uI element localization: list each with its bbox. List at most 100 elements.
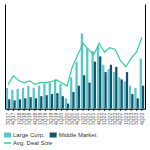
legend-label: Middle Market (59, 132, 97, 138)
legend-item: Large Corp. (4, 132, 45, 138)
legend-item: Middle Market (50, 132, 97, 138)
legend: Large Corp. Middle Market Avg. Deal Size (4, 132, 97, 146)
legend-swatch (4, 133, 11, 138)
x-axis-line (6, 109, 146, 110)
bar (67, 104, 69, 109)
bar (65, 98, 67, 108)
bar (51, 94, 53, 109)
legend-swatch (4, 142, 11, 144)
bar (129, 86, 131, 109)
bar (83, 75, 85, 109)
bar (124, 82, 126, 109)
bar (70, 77, 72, 108)
bar (94, 62, 96, 109)
bar (140, 58, 142, 108)
bar (104, 72, 106, 109)
bar (113, 72, 115, 109)
bar (62, 96, 64, 109)
bar (46, 95, 48, 109)
y-axis-line (5, 5, 6, 110)
bar (38, 86, 40, 109)
legend-item: Avg. Deal Size (4, 140, 53, 146)
x-tick: 4Q23 (139, 109, 145, 125)
bar (110, 65, 112, 109)
x-axis: 3Q174Q171Q182Q183Q184Q181Q192Q193Q194Q19… (5, 109, 146, 125)
y2-axis (145, 5, 146, 110)
bar (33, 88, 35, 109)
bar (13, 100, 15, 108)
bar (24, 98, 26, 108)
x-tick-mark (99, 109, 100, 111)
marks (6, 33, 144, 108)
x-tick-mark (141, 109, 142, 111)
bar (6, 88, 8, 109)
legend-label: Avg. Deal Size (13, 140, 53, 146)
bar (56, 93, 58, 109)
line (8, 37, 142, 86)
x-tick-mark (61, 109, 62, 111)
x-tick-mark (18, 109, 19, 111)
bar (134, 88, 136, 109)
bar (54, 79, 56, 108)
y2-axis-line (145, 5, 146, 110)
bar (126, 72, 128, 109)
bar (99, 56, 101, 108)
bar (97, 46, 99, 109)
bar (35, 98, 37, 108)
bar (75, 62, 77, 109)
bar (91, 51, 93, 109)
x-tick-mark (8, 109, 9, 111)
x-tick-mark (115, 109, 116, 111)
bar (43, 84, 45, 109)
x-tick-mark (93, 109, 94, 111)
x-tick-mark (34, 109, 35, 111)
x-tick-mark (13, 109, 14, 111)
x-tick-mark (109, 109, 110, 111)
bar (40, 96, 42, 109)
x-tick-mark (72, 109, 73, 111)
bar (108, 69, 110, 109)
bar (88, 83, 90, 109)
bar (137, 98, 139, 108)
bar (8, 99, 10, 108)
bar (118, 77, 120, 108)
x-tick-mark (56, 109, 57, 111)
x-tick-mark (40, 109, 41, 111)
y-axis (5, 5, 6, 110)
x-tick-mark (131, 109, 132, 111)
x-tick-mark (66, 109, 67, 111)
bar (59, 84, 61, 109)
plot: 3Q174Q171Q182Q183Q184Q181Q192Q193Q194Q19… (5, 5, 146, 126)
x-tick-label: 4Q23 (139, 113, 145, 125)
x-tick-mark (45, 109, 46, 111)
bar (102, 65, 104, 109)
x-tick-mark (125, 109, 126, 111)
legend-swatch (50, 133, 57, 138)
x-tick-mark (24, 109, 25, 111)
legend-label: Large Corp. (13, 132, 45, 138)
bar (17, 89, 19, 109)
bar (121, 79, 123, 108)
bar (78, 86, 80, 109)
x-tick-mark (120, 109, 121, 111)
x-tick-mark (88, 109, 89, 111)
x-tick-mark (83, 109, 84, 111)
bar (29, 97, 31, 109)
bar (86, 48, 88, 109)
x-tick-mark (104, 109, 105, 111)
chart: Large Corp. Middle Market Avg. Deal Size 3Q… (0, 0, 150, 150)
bar (19, 99, 21, 108)
bar (27, 86, 29, 109)
x-tick-mark (29, 109, 30, 111)
bar (115, 67, 117, 109)
x-tick-mark (50, 109, 51, 111)
x-tick-mark (136, 109, 137, 111)
bar (11, 90, 13, 109)
x-tick-mark (77, 109, 78, 111)
bar (49, 83, 51, 109)
bar (131, 94, 133, 109)
bar (22, 88, 24, 109)
bar (142, 86, 144, 109)
bar (72, 92, 74, 109)
bar-series (6, 33, 142, 108)
